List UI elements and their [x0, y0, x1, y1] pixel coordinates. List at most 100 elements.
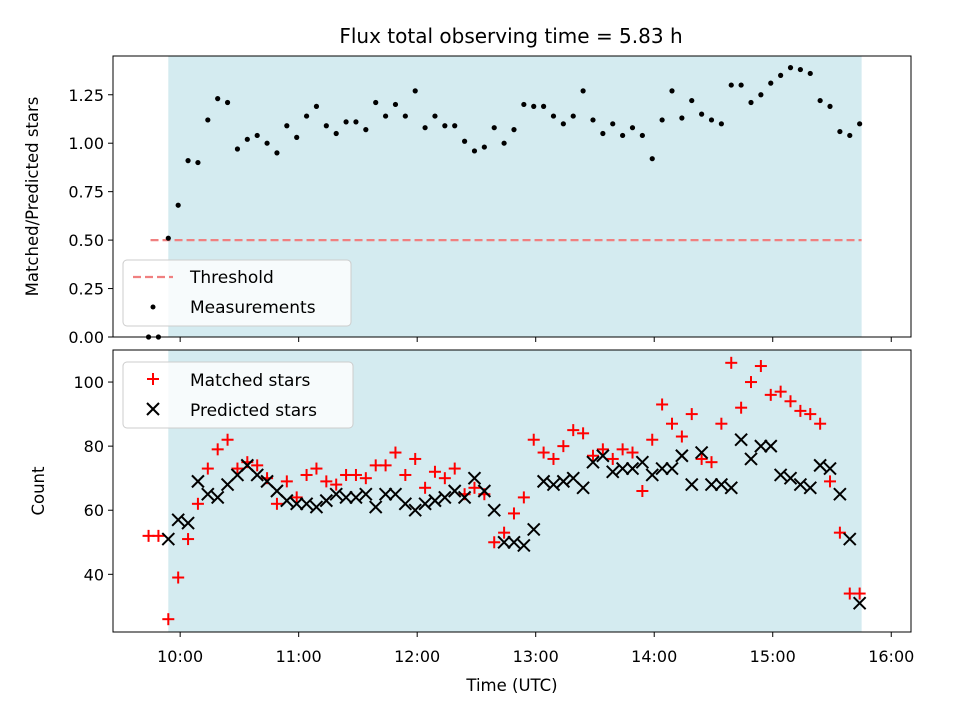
- measurement-point: [165, 235, 171, 241]
- measurement-point: [501, 140, 507, 146]
- predicted-star-point: [586, 455, 600, 469]
- measurement-point: [787, 65, 794, 71]
- measurement-point: [323, 123, 329, 129]
- measurement-point: [699, 111, 705, 117]
- top-y-tick-label: 0.00: [68, 328, 104, 347]
- matched-star-point: [616, 443, 629, 456]
- predicted-star-point: [714, 477, 729, 492]
- bottom-y-ticks: 40 60 80 100: [73, 373, 113, 584]
- predicted-star-point: [536, 474, 551, 489]
- predicted-stars-points: [161, 433, 867, 610]
- bottom-y-axis-label: Count: [29, 466, 48, 516]
- measurement-point: [392, 101, 399, 108]
- bottom-x-tick-label: 16:00: [868, 647, 914, 666]
- matched-star-point: [389, 446, 402, 459]
- measurement-point: [817, 97, 823, 104]
- matched-star-point: [517, 491, 530, 504]
- measurement-point: [461, 138, 468, 144]
- measurement-point: [284, 123, 290, 129]
- measurement-point: [679, 115, 685, 121]
- bottom-x-tick-label: 11:00: [276, 647, 322, 666]
- matched-star-point: [685, 408, 698, 421]
- legend-threshold-label: Threshold: [189, 268, 274, 288]
- matched-star-point: [310, 462, 323, 475]
- matched-star-point: [596, 443, 609, 456]
- matched-star-point: [409, 452, 422, 465]
- bottom-x-tick-label: 15:00: [750, 647, 796, 666]
- predicted-star-point: [803, 481, 817, 495]
- predicted-star-point: [438, 490, 452, 505]
- matched-star-point: [399, 468, 412, 481]
- bottom-x-tick-label: 10:00: [157, 647, 203, 666]
- predicted-star-point: [783, 471, 798, 485]
- matched-star-point: [300, 468, 313, 481]
- legend-predicted-label: Predicted stars: [190, 401, 317, 421]
- measurement-point: [560, 121, 566, 127]
- predicted-star-point: [171, 513, 185, 527]
- bottom-x-tick-label: 14:00: [631, 647, 677, 666]
- matched-star-point: [725, 356, 738, 369]
- bottom-x-tick-label: 13:00: [513, 647, 559, 666]
- measurement-point: [857, 121, 863, 127]
- measurement-point: [659, 117, 665, 123]
- predicted-star-point: [250, 468, 264, 482]
- measurement-point: [215, 96, 221, 102]
- predicted-star-point: [349, 490, 363, 505]
- measurement-point: [718, 121, 724, 127]
- bottom-x-tick-label: 12:00: [394, 647, 440, 666]
- top-legend-box: [122, 259, 352, 327]
- measurement-point: [481, 144, 487, 150]
- measurement-point: [629, 125, 636, 131]
- predicted-star-point: [645, 468, 659, 482]
- bottom-y-tick-label: 60: [84, 501, 104, 520]
- matched-star-point: [745, 376, 758, 389]
- matched-star-point: [251, 459, 264, 472]
- matched-star-point: [191, 497, 204, 510]
- predicted-star-point: [467, 471, 482, 485]
- measurement-point: [382, 113, 389, 119]
- predicted-star-point: [191, 474, 205, 489]
- matched-star-point: [675, 430, 688, 443]
- measurement-point: [768, 80, 774, 86]
- measurement-point: [373, 99, 379, 106]
- legend-measurements-label: Measurements: [190, 298, 316, 318]
- matched-star-point: [211, 443, 224, 456]
- predicted-star-point: [359, 487, 373, 501]
- predicted-star-point: [606, 465, 620, 479]
- predicted-star-point: [764, 439, 778, 453]
- predicted-star-point: [576, 481, 590, 495]
- matched-star-point: [665, 417, 678, 430]
- matched-star-point: [359, 472, 372, 485]
- predicted-star-point: [280, 493, 294, 508]
- measurement-point: [471, 148, 478, 154]
- matched-star-point: [804, 408, 817, 421]
- top-x-ticks: [179, 337, 892, 342]
- predicted-star-point: [734, 433, 748, 447]
- measurement-point: [412, 88, 418, 94]
- matched-star-point: [784, 395, 797, 408]
- measurement-point: [402, 113, 408, 119]
- predicted-star-point: [210, 490, 225, 505]
- matched-star-point: [290, 491, 303, 504]
- matched-star-point: [764, 388, 777, 401]
- matched-star-point: [636, 485, 649, 497]
- matched-star-point: [705, 456, 718, 469]
- legend-measurements-swatch: [150, 304, 156, 310]
- predicted-star-point: [289, 497, 304, 511]
- measurement-point: [669, 88, 675, 94]
- matched-star-point: [656, 398, 669, 411]
- measurement-point: [422, 125, 428, 131]
- measurement-point: [649, 156, 655, 162]
- measurement-point: [452, 123, 458, 129]
- predicted-star-point: [408, 503, 422, 517]
- measurement-point: [797, 66, 803, 73]
- bottom-y-tick-label: 40: [84, 565, 104, 584]
- measurement-point: [807, 70, 813, 77]
- measurement-point: [244, 136, 250, 142]
- bottom-y-tick-label: 80: [84, 437, 104, 456]
- predicted-star-point: [675, 449, 689, 463]
- predicted-star-point: [596, 449, 610, 463]
- measurement-point: [590, 117, 596, 123]
- predicted-star-point: [635, 455, 650, 469]
